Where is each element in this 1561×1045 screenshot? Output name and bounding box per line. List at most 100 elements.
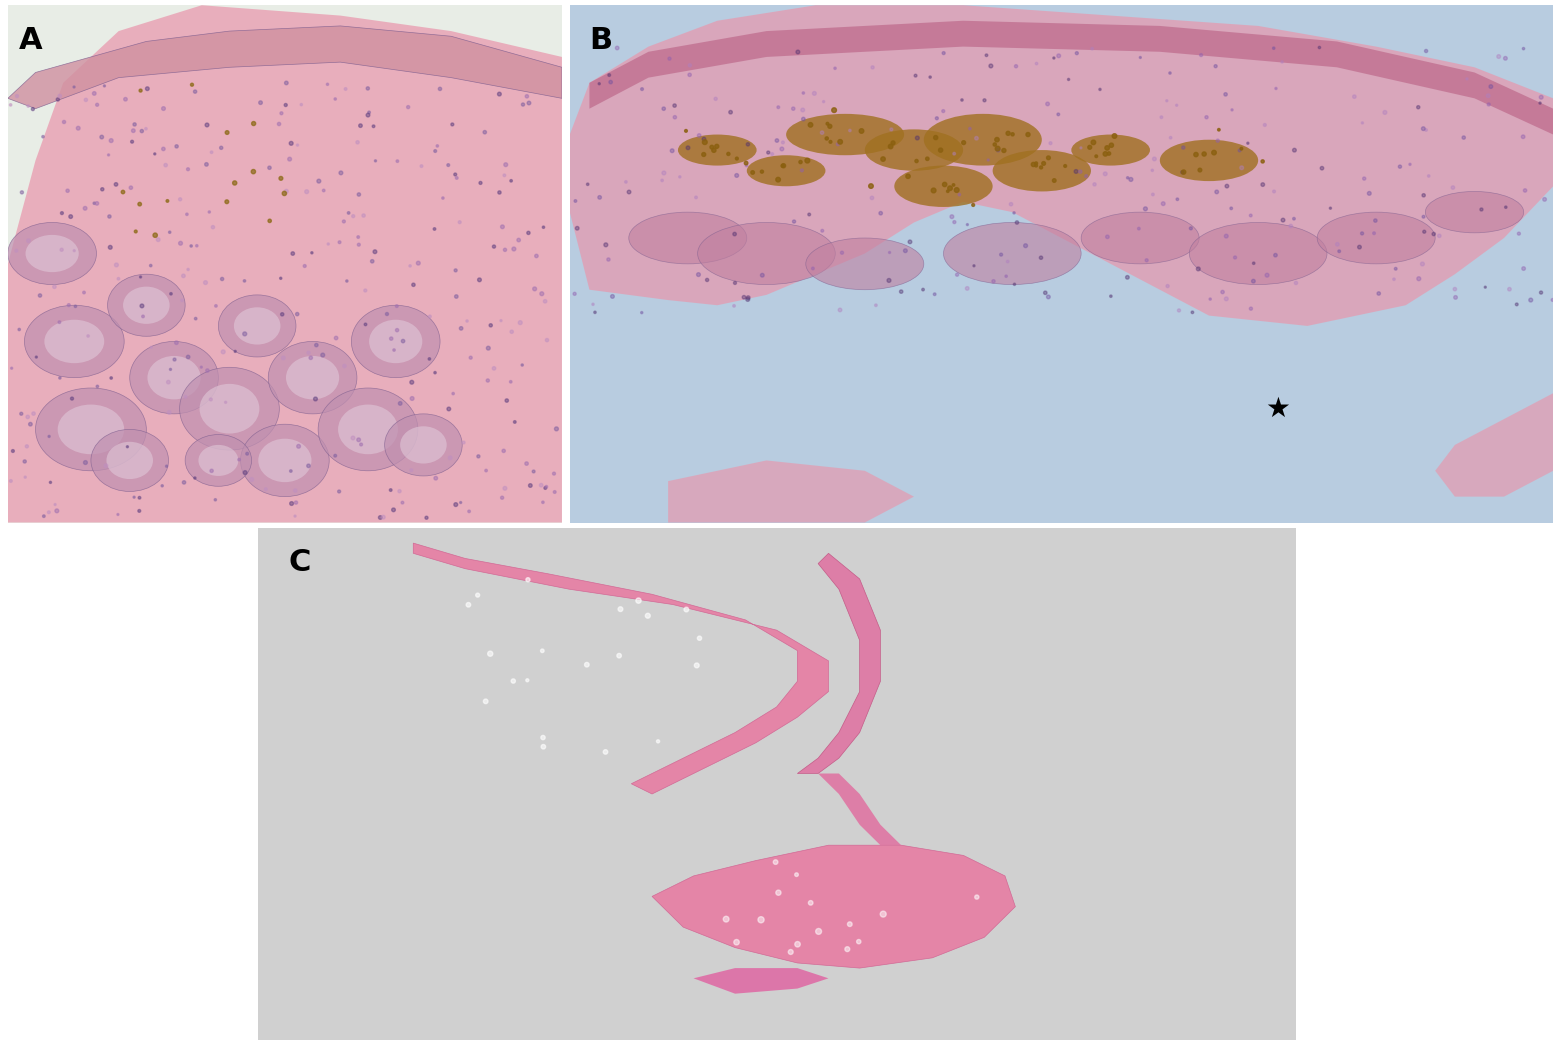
- Point: [1094, 229, 1119, 246]
- Ellipse shape: [368, 320, 423, 364]
- Point: [437, 449, 462, 466]
- Point: [1486, 48, 1511, 65]
- Point: [1004, 214, 1029, 231]
- Point: [9, 184, 34, 201]
- Polygon shape: [818, 773, 901, 845]
- Point: [443, 288, 468, 305]
- Ellipse shape: [25, 235, 78, 272]
- Point: [1531, 191, 1556, 208]
- Point: [326, 483, 351, 500]
- Point: [791, 85, 816, 101]
- Point: [304, 336, 329, 353]
- Point: [200, 463, 225, 480]
- Point: [1046, 106, 1071, 122]
- Ellipse shape: [58, 404, 125, 455]
- Point: [896, 168, 921, 185]
- Point: [988, 247, 1013, 263]
- Point: [106, 506, 131, 522]
- Point: [674, 601, 699, 618]
- Point: [1202, 144, 1227, 161]
- Point: [1214, 178, 1239, 194]
- Point: [1188, 47, 1213, 64]
- Point: [158, 224, 183, 240]
- Point: [1383, 260, 1408, 277]
- Point: [1057, 71, 1082, 88]
- Point: [395, 98, 420, 115]
- Point: [155, 192, 180, 209]
- Ellipse shape: [339, 404, 398, 455]
- Point: [36, 504, 61, 520]
- Point: [765, 132, 790, 148]
- Point: [1052, 158, 1077, 175]
- Ellipse shape: [746, 156, 826, 186]
- Point: [1528, 89, 1553, 106]
- Point: [1093, 145, 1118, 162]
- Point: [323, 91, 348, 108]
- Point: [1250, 153, 1275, 169]
- Point: [481, 359, 506, 376]
- Point: [879, 138, 904, 155]
- Point: [949, 92, 974, 109]
- Point: [289, 96, 314, 113]
- Point: [860, 59, 885, 75]
- Point: [119, 180, 144, 196]
- Point: [131, 308, 156, 325]
- Point: [84, 378, 109, 395]
- Point: [1135, 252, 1160, 269]
- Point: [500, 323, 524, 340]
- Point: [81, 85, 106, 101]
- Point: [1278, 217, 1303, 234]
- Point: [495, 392, 520, 409]
- Point: [103, 176, 128, 192]
- Point: [1140, 162, 1165, 179]
- Point: [16, 232, 41, 249]
- Point: [1165, 97, 1189, 114]
- Point: [510, 96, 535, 113]
- Point: [734, 157, 759, 173]
- Point: [534, 479, 559, 495]
- Point: [1063, 163, 1088, 180]
- Ellipse shape: [805, 238, 924, 289]
- Point: [425, 138, 450, 155]
- Point: [315, 235, 340, 252]
- Point: [200, 218, 225, 235]
- Point: [1204, 57, 1229, 74]
- Ellipse shape: [44, 320, 105, 364]
- Point: [1133, 201, 1158, 217]
- Point: [955, 216, 980, 233]
- Point: [1222, 249, 1247, 265]
- Point: [347, 236, 372, 253]
- Point: [184, 237, 209, 254]
- Point: [417, 308, 442, 325]
- Point: [503, 414, 528, 431]
- Point: [1115, 169, 1140, 186]
- Point: [1411, 187, 1436, 204]
- Point: [529, 477, 554, 493]
- Point: [62, 242, 87, 259]
- Point: [6, 321, 31, 338]
- Point: [1327, 242, 1352, 259]
- Point: [507, 315, 532, 331]
- Point: [524, 248, 549, 264]
- Point: [565, 219, 590, 236]
- Point: [298, 349, 323, 366]
- Point: [443, 262, 468, 279]
- Point: [879, 121, 904, 138]
- Point: [17, 416, 42, 433]
- Point: [128, 83, 153, 99]
- Point: [175, 206, 200, 223]
- Point: [73, 200, 98, 216]
- Point: [837, 915, 862, 932]
- Point: [1205, 133, 1230, 149]
- Point: [1494, 199, 1519, 215]
- Point: [189, 358, 214, 375]
- Point: [1214, 291, 1239, 307]
- Point: [0, 359, 23, 376]
- Polygon shape: [570, 5, 1553, 326]
- Point: [687, 127, 712, 144]
- Point: [155, 458, 180, 474]
- Point: [826, 136, 851, 153]
- Point: [283, 482, 308, 498]
- Point: [443, 166, 468, 183]
- Point: [436, 157, 460, 173]
